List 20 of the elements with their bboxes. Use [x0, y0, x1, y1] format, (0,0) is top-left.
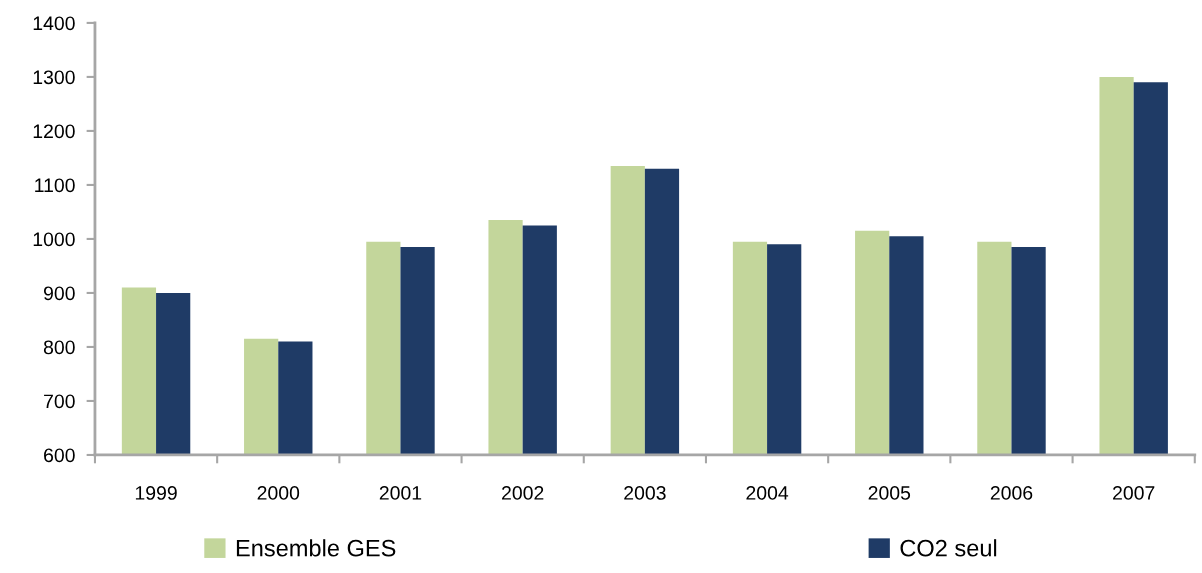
- x-tick-label: 2005: [868, 486, 911, 500]
- x-tick-label: 2000: [257, 486, 300, 500]
- y-tick-label: 1200: [33, 124, 75, 139]
- y-tick-label: 800: [43, 340, 75, 355]
- x-tick-label: 2004: [746, 486, 789, 500]
- x-tick-label: 2006: [990, 486, 1033, 500]
- y-tick-label: 1100: [35, 178, 75, 193]
- y-tick-label: 700: [44, 394, 75, 409]
- y-tick-label: 1000: [33, 232, 75, 247]
- x-tick-label: 2001: [379, 486, 422, 500]
- x-tick-label: 2003: [624, 486, 666, 500]
- y-tick-label: 600: [44, 448, 75, 463]
- y-tick-label: 1300: [33, 70, 75, 85]
- x-tick-label: 2007: [1113, 486, 1155, 500]
- y-tick-label: 900: [43, 286, 75, 301]
- y-tick-label: 1400: [33, 16, 75, 31]
- x-tick-label: 1999: [135, 486, 177, 500]
- x-tick-label: 2002: [502, 486, 544, 500]
- legend-label: Ensemble GES: [236, 539, 396, 557]
- legend-label: CO2 seul: [900, 539, 997, 557]
